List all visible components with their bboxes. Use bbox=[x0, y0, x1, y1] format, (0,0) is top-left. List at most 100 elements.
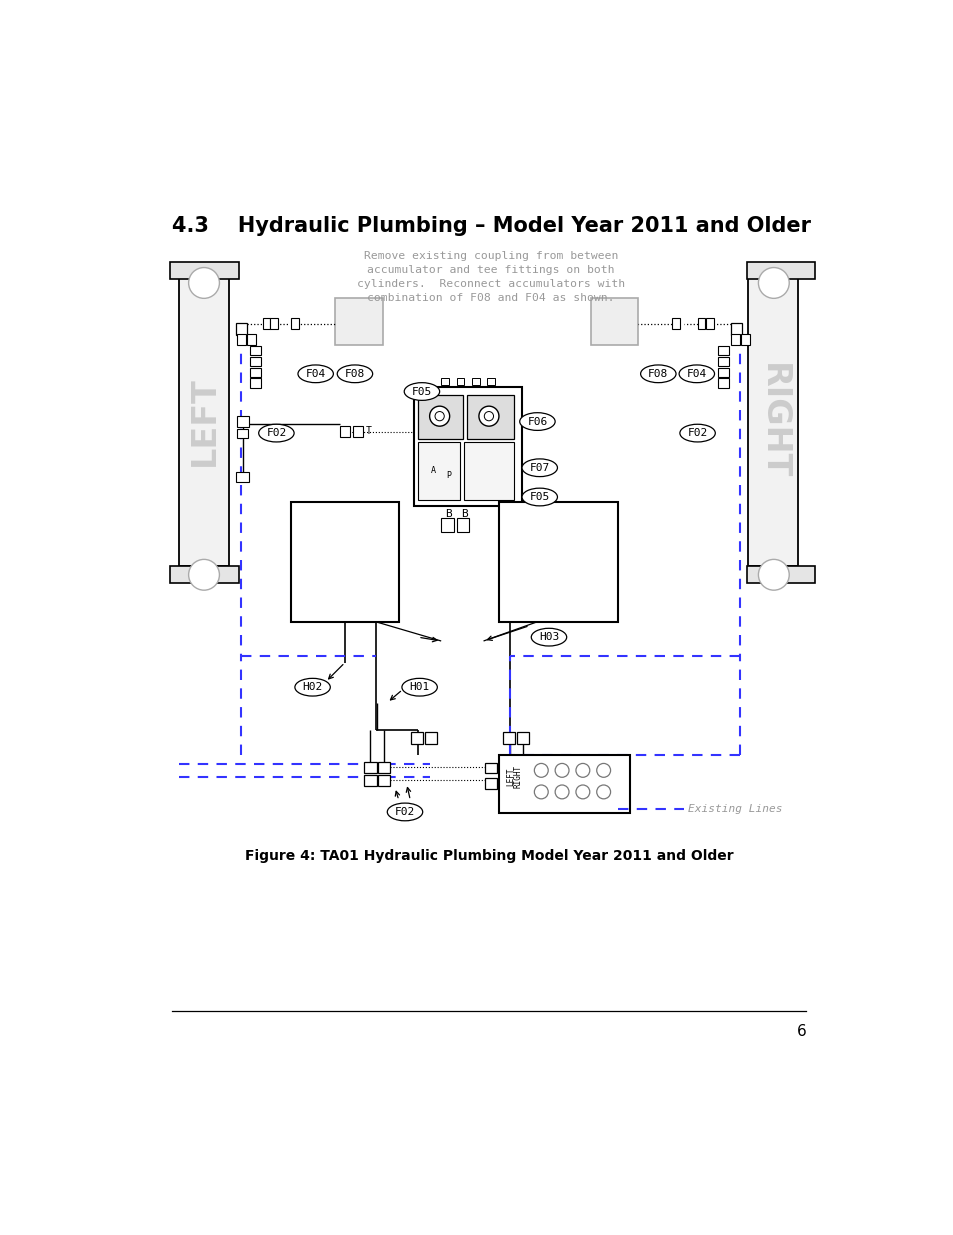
Bar bbox=[746, 567, 815, 583]
Bar bbox=[411, 732, 423, 745]
Circle shape bbox=[534, 785, 548, 799]
Text: H03: H03 bbox=[538, 632, 558, 642]
Bar bbox=[472, 378, 479, 385]
Circle shape bbox=[429, 406, 449, 426]
Text: F06: F06 bbox=[527, 416, 547, 426]
Bar bbox=[456, 517, 469, 531]
Bar bbox=[672, 319, 679, 330]
Bar bbox=[417, 395, 462, 440]
Text: F08: F08 bbox=[344, 369, 365, 379]
Bar bbox=[250, 378, 261, 388]
Text: A: A bbox=[431, 466, 436, 474]
Bar bbox=[270, 319, 277, 330]
Bar bbox=[718, 357, 728, 366]
Bar bbox=[498, 503, 618, 621]
Text: F02: F02 bbox=[687, 429, 707, 438]
Text: F02: F02 bbox=[266, 429, 286, 438]
Circle shape bbox=[189, 559, 219, 590]
Text: B: B bbox=[445, 509, 452, 519]
Bar bbox=[746, 262, 815, 279]
Bar bbox=[353, 426, 363, 437]
Circle shape bbox=[596, 763, 610, 777]
Text: 4.3    Hydraulic Plumbing – Model Year 2011 and Older: 4.3 Hydraulic Plumbing – Model Year 2011… bbox=[172, 216, 810, 236]
Bar bbox=[364, 762, 376, 773]
Bar bbox=[440, 378, 449, 385]
Ellipse shape bbox=[531, 629, 566, 646]
Text: F05: F05 bbox=[412, 387, 432, 396]
Bar bbox=[730, 333, 740, 345]
Circle shape bbox=[555, 785, 568, 799]
Text: T: T bbox=[366, 426, 372, 436]
Ellipse shape bbox=[401, 678, 436, 697]
Bar bbox=[364, 776, 376, 785]
Circle shape bbox=[189, 268, 219, 299]
Ellipse shape bbox=[297, 366, 333, 383]
Circle shape bbox=[555, 763, 568, 777]
Ellipse shape bbox=[679, 366, 714, 383]
Text: RIGHT: RIGHT bbox=[757, 363, 789, 479]
Ellipse shape bbox=[258, 425, 294, 442]
Bar bbox=[517, 732, 528, 745]
Text: F08: F08 bbox=[647, 369, 668, 379]
Text: LEFT: LEFT bbox=[188, 377, 220, 467]
Ellipse shape bbox=[336, 366, 373, 383]
Bar bbox=[179, 274, 229, 567]
Bar bbox=[487, 378, 495, 385]
Text: F07: F07 bbox=[529, 463, 549, 473]
Circle shape bbox=[758, 268, 788, 299]
Bar bbox=[237, 333, 246, 345]
Circle shape bbox=[596, 785, 610, 799]
Text: F04: F04 bbox=[305, 369, 326, 379]
Bar bbox=[250, 346, 261, 356]
Bar bbox=[464, 442, 514, 500]
Ellipse shape bbox=[521, 459, 557, 477]
Circle shape bbox=[478, 406, 498, 426]
Circle shape bbox=[576, 785, 589, 799]
Text: 6: 6 bbox=[796, 1025, 805, 1040]
Ellipse shape bbox=[640, 366, 676, 383]
Text: RIGHT: RIGHT bbox=[513, 764, 522, 788]
Text: P: P bbox=[446, 471, 451, 480]
Bar bbox=[291, 319, 298, 330]
Ellipse shape bbox=[404, 383, 439, 400]
Circle shape bbox=[435, 411, 444, 421]
Circle shape bbox=[758, 559, 788, 590]
Text: F05: F05 bbox=[529, 492, 549, 501]
Bar bbox=[502, 732, 515, 745]
Bar bbox=[456, 378, 464, 385]
Circle shape bbox=[534, 763, 548, 777]
Bar bbox=[170, 262, 238, 279]
Text: LEFT: LEFT bbox=[505, 767, 515, 785]
Bar bbox=[414, 387, 521, 506]
Ellipse shape bbox=[519, 412, 555, 431]
Bar bbox=[748, 274, 798, 567]
Ellipse shape bbox=[679, 425, 715, 442]
Bar bbox=[170, 567, 238, 583]
Bar bbox=[730, 324, 741, 335]
Text: Existing Lines: Existing Lines bbox=[687, 804, 781, 814]
Bar bbox=[262, 319, 270, 330]
Bar bbox=[705, 319, 713, 330]
Bar bbox=[440, 517, 453, 531]
Bar bbox=[498, 755, 629, 813]
Bar bbox=[235, 324, 247, 335]
Bar bbox=[466, 395, 514, 440]
Bar bbox=[377, 776, 390, 785]
Bar bbox=[237, 416, 249, 427]
Bar bbox=[377, 762, 390, 773]
Text: B: B bbox=[460, 509, 467, 519]
Bar bbox=[697, 319, 704, 330]
Bar bbox=[247, 333, 256, 345]
Text: H02: H02 bbox=[302, 682, 322, 692]
Bar bbox=[484, 763, 497, 773]
Bar bbox=[484, 778, 497, 789]
Ellipse shape bbox=[387, 803, 422, 821]
Bar bbox=[250, 357, 261, 366]
Bar bbox=[339, 426, 350, 437]
Ellipse shape bbox=[521, 488, 557, 506]
Bar bbox=[235, 472, 249, 483]
Circle shape bbox=[576, 763, 589, 777]
Bar bbox=[250, 368, 261, 377]
Text: F04: F04 bbox=[686, 369, 706, 379]
Bar bbox=[237, 430, 248, 438]
